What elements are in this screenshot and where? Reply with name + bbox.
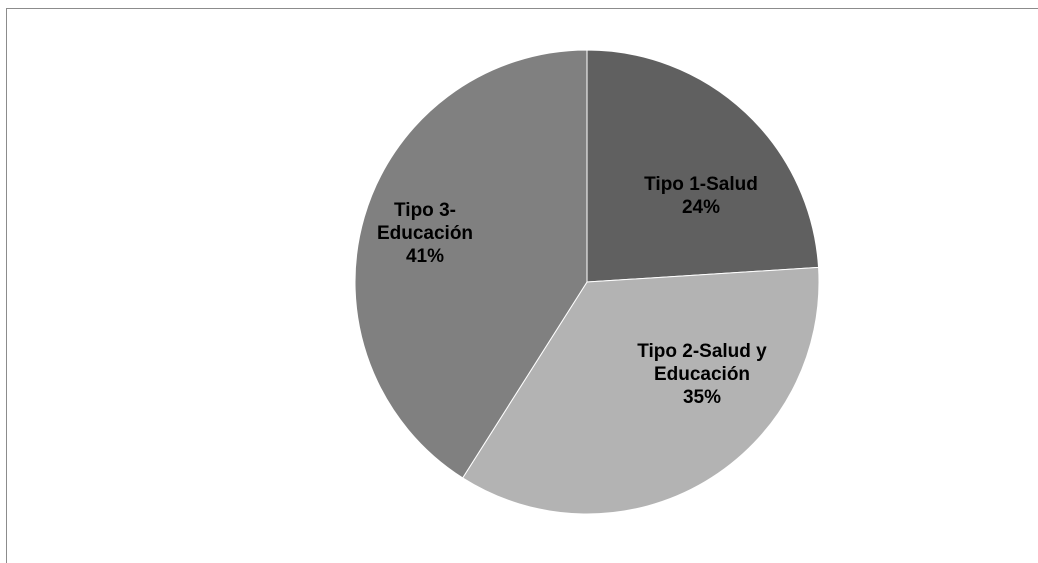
pie-slice-1 [586, 49, 820, 283]
slice-label-2: Tipo 2-Salud y Educación 35% [637, 341, 767, 408]
slice-label-1: Tipo 1-Salud 24% [644, 174, 758, 218]
pie-slice-3 [354, 49, 588, 479]
pie-slices [354, 49, 820, 515]
slice-label-3: Tipo 3-Educación 41% [377, 200, 473, 267]
pie-labels: Tipo 1-Salud 24% Tipo 2-Salud y Educación 35… [377, 174, 767, 408]
pie-slice-2 [461, 266, 820, 515]
